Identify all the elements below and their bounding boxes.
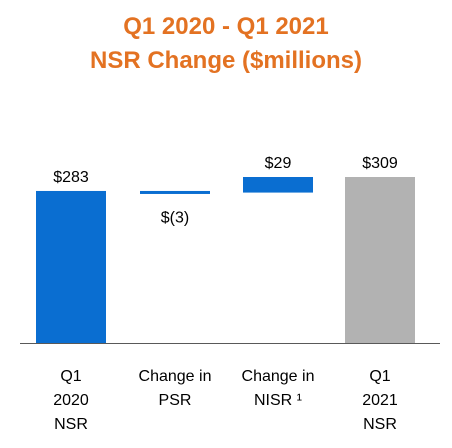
category-label-1-1: PSR — [159, 392, 192, 409]
category-label-1-0: Change in — [139, 368, 212, 385]
data-label-2: $29 — [265, 155, 292, 172]
data-label-1: $(3) — [161, 210, 189, 227]
chart-title-line-2: NSR Change ($millions) — [89, 47, 363, 74]
category-label-3-1: 2021 — [362, 392, 398, 409]
chart-title-line-1: Q1 2020 - Q1 2021 — [123, 13, 329, 40]
bar-0 — [36, 190, 106, 343]
bar-3 — [345, 177, 415, 343]
bar-1 — [140, 190, 210, 194]
category-label-3-0: Q1 — [369, 368, 390, 385]
category-label-0-0: Q1 — [60, 368, 81, 385]
category-label-0-2: NSR — [54, 416, 88, 433]
bar-2 — [243, 177, 313, 193]
category-label-0-1: 2020 — [53, 392, 89, 409]
category-label-2-1: NISR ¹ — [254, 392, 302, 409]
data-label-0: $283 — [53, 169, 89, 186]
category-label-2-0: Change in — [242, 368, 315, 385]
data-label-3: $309 — [362, 155, 398, 172]
category-label-3-2: NSR — [363, 416, 397, 433]
